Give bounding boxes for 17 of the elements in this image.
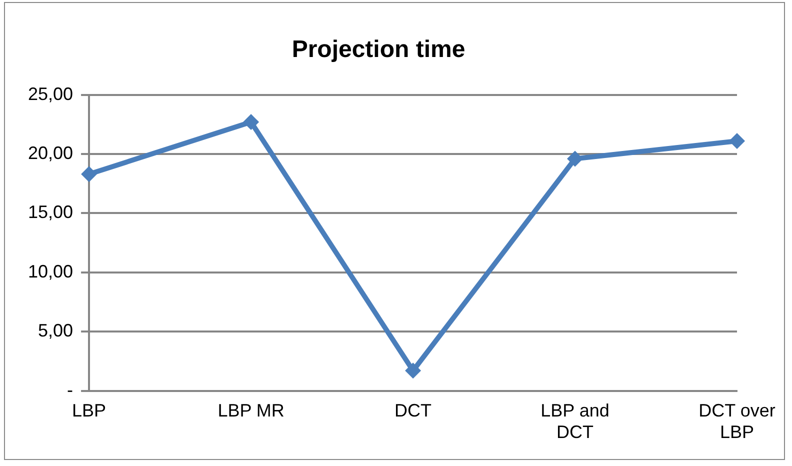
y-tick-label: 20,00 <box>28 142 74 163</box>
point <box>567 150 584 167</box>
x-tick-label: LBP <box>72 400 106 421</box>
y-tick-label: 10,00 <box>28 261 74 282</box>
y-tick-label: - <box>67 380 74 400</box>
y-tick-label: 25,00 <box>28 84 74 104</box>
point <box>81 166 98 182</box>
point <box>405 362 422 379</box>
y-tick-label: 5,00 <box>38 320 74 341</box>
x-tick-label: LBP and DCT <box>540 400 610 442</box>
y-tick-label: 15,00 <box>28 202 74 222</box>
chart-title: Projection time <box>292 36 466 64</box>
point <box>729 132 745 149</box>
x-tick-label: DCT over LBP <box>698 400 776 442</box>
x-tick-label: DCT <box>394 400 432 421</box>
point <box>243 114 260 130</box>
x-tick-label: LBP MR <box>218 400 284 421</box>
